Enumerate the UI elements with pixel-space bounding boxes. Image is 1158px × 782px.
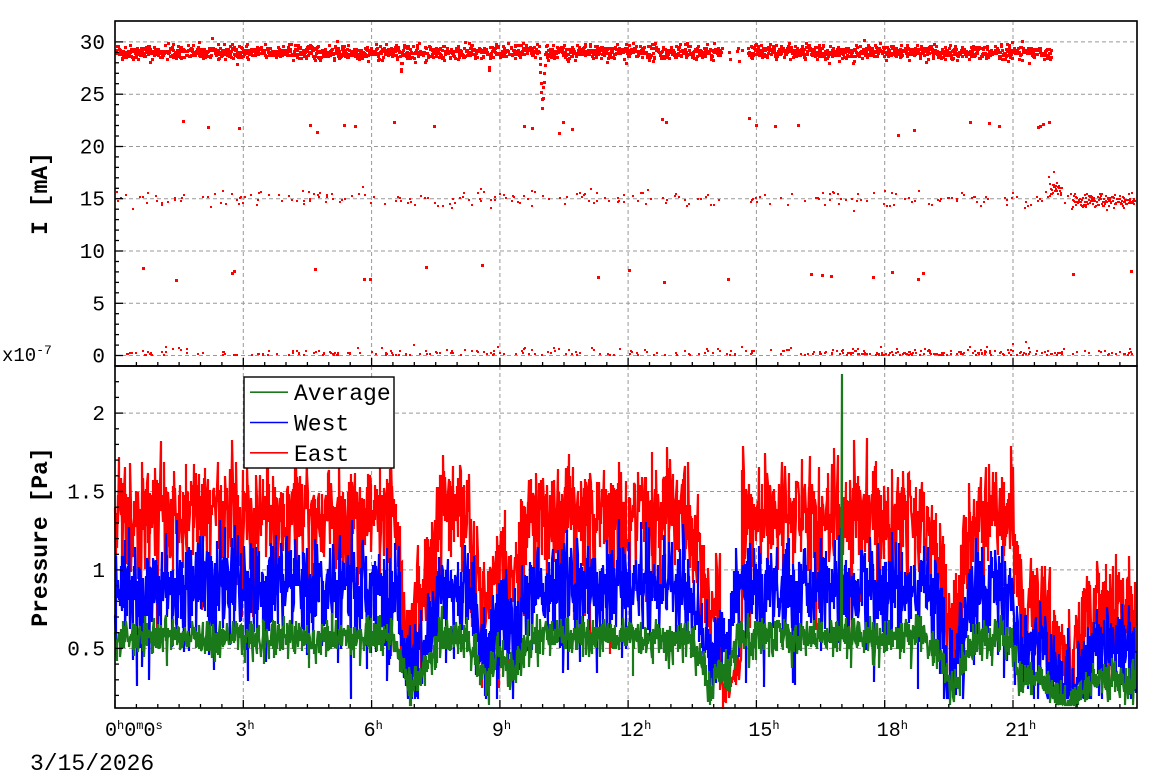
svg-text:East: East <box>294 442 349 468</box>
svg-text:5: 5 <box>92 294 105 317</box>
svg-text:30: 30 <box>80 33 105 56</box>
svg-text:25: 25 <box>80 85 105 108</box>
svg-text:3/15/2026: 3/15/2026 <box>30 751 154 777</box>
svg-text:I [mA]: I [mA] <box>28 152 54 235</box>
svg-text:1.5: 1.5 <box>67 483 105 506</box>
svg-text:Pressure [Pa]: Pressure [Pa] <box>28 447 54 626</box>
svg-text:West: West <box>294 412 349 438</box>
svg-text:1: 1 <box>92 561 105 584</box>
svg-text:2: 2 <box>92 404 105 427</box>
svg-text:0: 0 <box>92 347 105 370</box>
svg-text:Average: Average <box>294 381 391 407</box>
svg-text:0h0m0s: 0h0m0s <box>105 719 163 743</box>
svg-text:20: 20 <box>80 138 105 161</box>
svg-text:10: 10 <box>80 242 105 265</box>
svg-text:15: 15 <box>80 190 105 213</box>
svg-text:0.5: 0.5 <box>67 639 105 662</box>
